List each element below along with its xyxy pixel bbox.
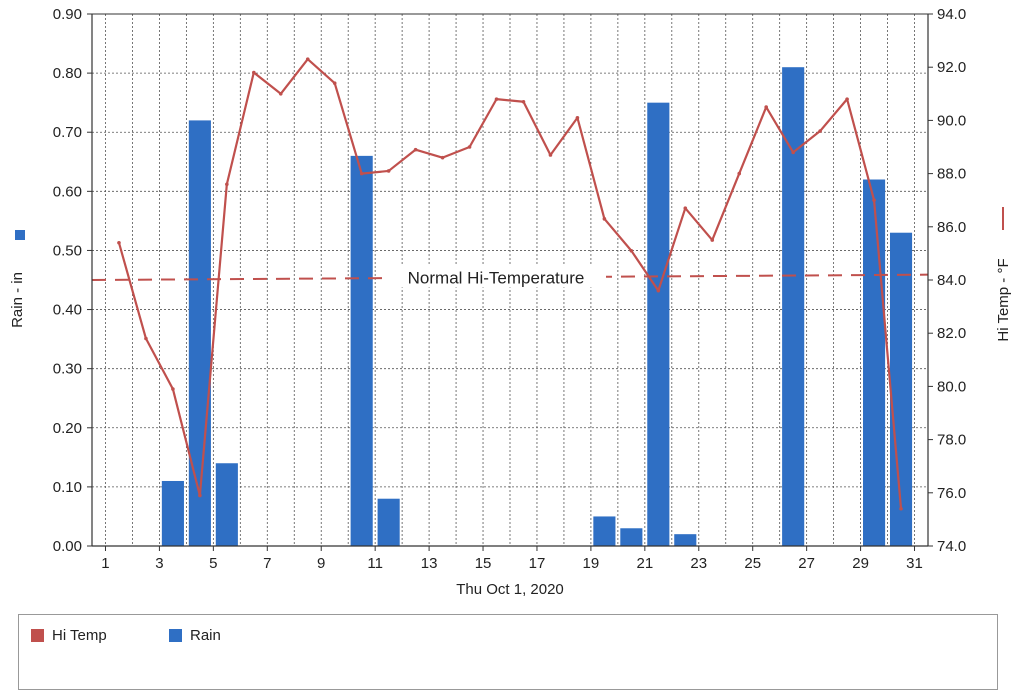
x-axis-title: Thu Oct 1, 2020 <box>456 581 564 598</box>
y-right-tick-label: 90.0 <box>937 112 966 129</box>
y-right-tick-label: 74.0 <box>937 538 966 555</box>
x-tick-label: 27 <box>798 555 815 572</box>
x-tick-label: 17 <box>529 555 546 572</box>
hi-temp-polyline <box>117 58 903 509</box>
x-tick-label: 5 <box>209 555 217 572</box>
legend-item-hi-temp: Hi Temp <box>31 627 107 644</box>
y-left-tick-label: 0.00 <box>53 538 82 555</box>
y-left-tick-label: 0.30 <box>53 361 82 378</box>
y-right-tick-label: 82.0 <box>937 325 966 342</box>
hi-temp-point <box>872 198 876 202</box>
hi-temp-point <box>117 240 121 245</box>
hi-temp-point <box>386 169 391 173</box>
rain-bar <box>620 528 643 546</box>
hi-temp-point <box>683 206 688 210</box>
x-tick-label: 1 <box>101 555 109 572</box>
hi-temp-point <box>305 57 310 62</box>
y-left-tick-label: 0.70 <box>53 124 82 141</box>
hi-temp-point <box>791 150 795 155</box>
x-tick-label: 19 <box>583 555 600 572</box>
y-left-tick-label: 0.80 <box>53 65 82 82</box>
y-right-tick-label: 84.0 <box>937 272 966 289</box>
normal-hi-temperature-label: Normal Hi-Temperature <box>408 268 585 287</box>
x-tick-label: 15 <box>475 555 492 572</box>
hi-temp-point <box>413 147 418 152</box>
x-tick-label: 23 <box>690 555 707 572</box>
rain-bar <box>161 480 184 546</box>
rain-bar <box>350 155 373 546</box>
hi-temp-line <box>117 57 903 511</box>
rain-bar <box>782 67 805 546</box>
hi-temp-point <box>144 336 148 341</box>
hi-temp-point <box>845 97 849 101</box>
tick-labels: 1 3 5 7 9 11 13 15 17 19 21 23 25 27 29 310.000.100.200… <box>53 6 966 572</box>
y-right-tick-label: 78.0 <box>937 432 966 449</box>
hi-temp-point <box>575 115 580 120</box>
hi-temp-point <box>252 70 256 75</box>
rain-bar <box>647 102 670 547</box>
legend-swatch-hi-temp <box>31 629 44 642</box>
rain-bar <box>674 534 697 546</box>
rain-temperature-chart: 1 3 5 7 9 11 13 15 17 19 21 23 25 27 29 310.000.100.200… <box>9 6 1012 598</box>
hi-temp-point <box>359 171 364 176</box>
y-right-tick-label: 94.0 <box>937 6 966 23</box>
y-left-axis-title: Rain - in <box>9 272 26 328</box>
x-tick-label: 21 <box>636 555 653 572</box>
hi-temp-point <box>225 182 229 187</box>
hi-temp-point <box>171 387 175 391</box>
y-right-tick-label: 86.0 <box>937 219 966 236</box>
hi-temp-point <box>521 99 526 104</box>
y-right-tick-label: 76.0 <box>937 485 966 502</box>
x-tick-label: 31 <box>906 555 923 572</box>
legend-item-rain: Rain <box>169 627 221 644</box>
hi-temp-point <box>656 288 661 293</box>
hi-temp-point <box>710 238 715 242</box>
hi-temp-point <box>818 129 822 133</box>
y-left-tick-label: 0.60 <box>53 183 82 200</box>
legend-swatch-rain <box>169 629 182 642</box>
y-left-tick-label: 0.50 <box>53 242 82 259</box>
y-right-axis-title: Hi Temp - °F <box>995 258 1012 341</box>
legend-label-hi-temp: Hi Temp <box>52 627 107 644</box>
y-right-tick-label: 88.0 <box>937 166 966 183</box>
rain-bar <box>377 498 400 546</box>
rain-bar <box>188 120 211 547</box>
y-left-tick-label: 0.20 <box>53 420 82 437</box>
hi-temp-point <box>332 81 337 85</box>
y-right-tick-label: 80.0 <box>937 378 966 395</box>
normal-hi-temperature-line <box>91 265 929 288</box>
hi-temp-point <box>764 105 768 109</box>
x-tick-label: 7 <box>263 555 271 572</box>
hi-temp-point <box>198 493 202 498</box>
x-tick-label: 29 <box>852 555 869 572</box>
y-right-tick-label: 92.0 <box>937 59 966 76</box>
x-tick-label: 3 <box>155 555 163 572</box>
x-tick-label: 9 <box>317 555 325 572</box>
axes <box>91 13 929 547</box>
hi-temp-point <box>602 217 607 221</box>
hi-temp-point <box>494 97 499 101</box>
hi-temp-point <box>278 92 283 96</box>
hi-temp-point <box>467 145 472 149</box>
y-left-tick-label: 0.90 <box>53 6 82 23</box>
rain-bar <box>593 516 616 546</box>
rain-bar <box>889 232 913 546</box>
hi-temp-point <box>737 171 742 176</box>
y-left-tick-label: 0.10 <box>53 479 82 496</box>
x-tick-label: 13 <box>421 555 438 572</box>
normal-hi-temperature-label-bg <box>386 265 606 288</box>
x-tick-label: 25 <box>744 555 761 572</box>
y-left-tick-label: 0.40 <box>53 302 82 319</box>
x-tick-label: 11 <box>367 555 383 572</box>
hi-temp-point <box>629 248 634 253</box>
hi-temp-point <box>899 506 903 511</box>
legend-label-rain: Rain <box>190 627 221 644</box>
y-left-series-swatch <box>15 230 25 240</box>
hi-temp-point <box>440 155 445 160</box>
hi-temp-point <box>548 153 553 157</box>
legend: Hi Temp Rain <box>18 614 998 690</box>
rain-bar <box>863 179 886 546</box>
rain-bar <box>215 463 238 546</box>
